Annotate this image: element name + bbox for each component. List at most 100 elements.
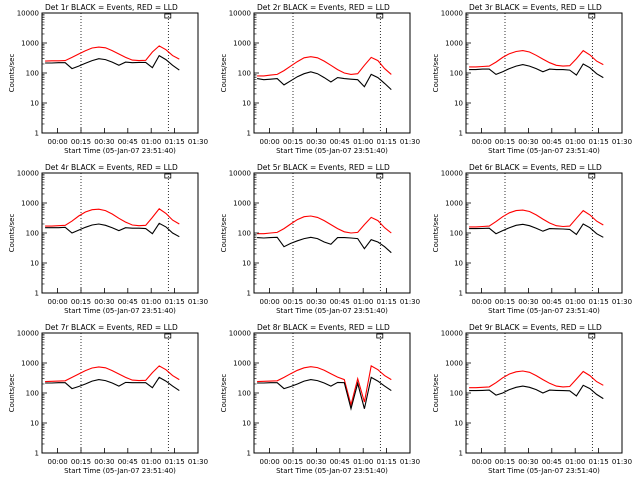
y-tick-label: 100 [238, 230, 251, 238]
x-tick-label: 00:15 [495, 458, 515, 466]
y-tick-label: 10000 [17, 170, 39, 178]
x-tick-label: 00:30 [306, 298, 326, 306]
x-tick-label: 00:15 [71, 138, 91, 146]
chart-title: Det 5r BLACK = Events, RED = LLD [257, 163, 390, 172]
y-tick-label: 10 [242, 420, 251, 428]
x-tick-label: 01:00 [353, 138, 373, 146]
x-tick-label: 00:45 [542, 458, 562, 466]
x-tick-label: 00:15 [495, 138, 515, 146]
x-tick-label: 00:15 [283, 458, 303, 466]
x-axis-label: Start Time (05-Jan-07 23:51:40) [276, 147, 388, 155]
x-tick-label: 00:00 [472, 138, 492, 146]
x-tick-label: 00:30 [94, 298, 114, 306]
x-tick-label: 00:15 [283, 298, 303, 306]
x-tick-label: 01:30 [188, 138, 208, 146]
x-tick-label: 00:30 [94, 458, 114, 466]
y-tick-label: 1000 [445, 200, 463, 208]
chart-title: Det 3r BLACK = Events, RED = LLD [469, 3, 602, 12]
chart-title: Det 6r BLACK = Events, RED = LLD [469, 163, 602, 172]
y-tick-label: 10 [454, 260, 463, 268]
y-axis-label: Counts/sec [220, 214, 228, 253]
y-tick-label: 1000 [21, 200, 39, 208]
y-tick-label: 100 [450, 230, 463, 238]
y-tick-label: 10 [242, 260, 251, 268]
series-lld-red [257, 56, 392, 77]
chart-title: Det 8r BLACK = Events, RED = LLD [257, 323, 390, 332]
series-lld-red [257, 365, 392, 408]
chart-panel-6: Det 6r BLACK = Events, RED = LLD 1 10 100 10… [432, 163, 632, 315]
y-tick-label: 1 [247, 290, 251, 298]
y-tick-label: 1 [35, 450, 39, 458]
y-tick-label: 10000 [229, 330, 251, 338]
x-tick-label: 01:15 [377, 298, 397, 306]
x-tick-label: 01:00 [141, 298, 161, 306]
marker-box [588, 333, 596, 339]
marker-box [164, 13, 172, 19]
y-tick-label: 1000 [445, 40, 463, 48]
y-tick-label: 1 [459, 450, 463, 458]
y-tick-label: 10000 [441, 170, 463, 178]
series-lld-red [257, 215, 392, 235]
chart-panel-3: Det 3r BLACK = Events, RED = LLD 1 10 100 10… [432, 3, 632, 155]
marker-box [588, 13, 596, 19]
x-tick-label: 01:15 [377, 458, 397, 466]
y-tick-label: 1 [35, 290, 39, 298]
plot-frame [41, 172, 199, 294]
x-tick-label: 01:00 [141, 458, 161, 466]
y-tick-label: 1000 [233, 200, 251, 208]
y-tick-label: 10000 [441, 330, 463, 338]
x-tick-label: 01:00 [565, 138, 585, 146]
chart-panel-8: Det 8r BLACK = Events, RED = LLD 1 10 100 10… [220, 323, 420, 475]
x-tick-label: 01:15 [165, 458, 185, 466]
x-tick-label: 00:45 [118, 458, 138, 466]
series-lld-red [469, 209, 604, 228]
y-tick-label: 10 [454, 100, 463, 108]
x-tick-label: 01:15 [377, 138, 397, 146]
series-events-black [257, 71, 392, 91]
x-tick-label: 01:30 [612, 138, 632, 146]
plot-frame [253, 12, 411, 134]
x-tick-label: 00:30 [306, 138, 326, 146]
y-tick-label: 10 [242, 100, 251, 108]
y-axis-label: Counts/sec [220, 54, 228, 93]
series-events-black [469, 63, 604, 79]
y-axis-label: Counts/sec [432, 374, 440, 413]
x-tick-label: 00:15 [71, 298, 91, 306]
chart-title: Det 2r BLACK = Events, RED = LLD [257, 3, 390, 12]
marker-box [376, 333, 384, 339]
y-tick-label: 100 [450, 390, 463, 398]
x-tick-label: 00:00 [260, 298, 280, 306]
plot-frame [41, 332, 199, 454]
x-axis-label: Start Time (05-Jan-07 23:51:40) [64, 147, 176, 155]
y-axis-label: Counts/sec [220, 374, 228, 413]
y-tick-label: 1000 [233, 40, 251, 48]
y-tick-label: 10000 [17, 330, 39, 338]
marker-box [376, 173, 384, 179]
series-events-black [45, 376, 180, 392]
x-axis-label: Start Time (05-Jan-07 23:51:40) [276, 307, 388, 315]
x-tick-label: 00:00 [48, 458, 68, 466]
chart-panel-5: Det 5r BLACK = Events, RED = LLD 1 10 100 10… [220, 163, 420, 315]
x-tick-label: 01:30 [400, 138, 420, 146]
x-tick-label: 01:30 [188, 458, 208, 466]
y-tick-label: 10 [30, 420, 39, 428]
y-tick-label: 100 [238, 70, 251, 78]
x-tick-label: 01:30 [400, 458, 420, 466]
x-axis-label: Start Time (05-Jan-07 23:51:40) [64, 307, 176, 315]
y-tick-label: 100 [26, 230, 39, 238]
y-tick-label: 10000 [229, 10, 251, 18]
x-tick-label: 00:00 [48, 138, 68, 146]
x-tick-label: 01:15 [589, 298, 609, 306]
x-tick-label: 00:30 [518, 138, 538, 146]
y-tick-label: 1000 [21, 360, 39, 368]
chart-panel-7: Det 7r BLACK = Events, RED = LLD 1 10 100 10… [8, 323, 208, 475]
x-tick-label: 00:15 [71, 458, 91, 466]
x-tick-label: 01:15 [165, 298, 185, 306]
x-tick-label: 01:00 [565, 458, 585, 466]
x-tick-label: 01:00 [353, 298, 373, 306]
y-tick-label: 1 [459, 290, 463, 298]
x-axis-label: Start Time (05-Jan-07 23:51:40) [64, 467, 176, 475]
chart-panel-1: Det 1r BLACK = Events, RED = LLD 1 10 100 10… [8, 3, 208, 155]
x-tick-label: 00:45 [542, 138, 562, 146]
